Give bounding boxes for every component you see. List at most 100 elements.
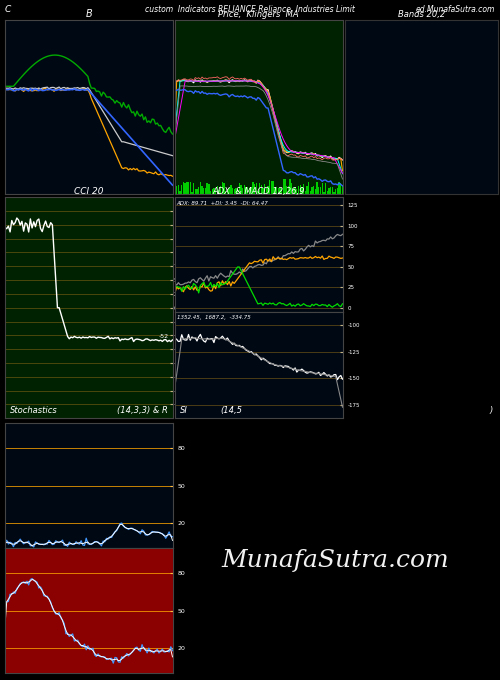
Text: MunafaSutra.com: MunafaSutra.com	[221, 549, 449, 573]
Bar	[240, 185, 242, 194]
Bar	[320, 187, 321, 194]
Bar	[325, 183, 326, 194]
Bar	[276, 187, 277, 194]
Bar	[291, 183, 292, 194]
Bar	[278, 188, 279, 194]
Bar	[244, 185, 245, 194]
Bar	[215, 190, 216, 194]
Bar	[235, 188, 236, 194]
Bar	[203, 188, 204, 194]
Bar	[294, 187, 296, 194]
Bar	[181, 186, 182, 194]
Bar	[284, 180, 286, 194]
Bar	[256, 184, 257, 194]
Bar	[313, 186, 314, 194]
Bar	[232, 188, 233, 194]
Bar	[186, 182, 188, 194]
Bar	[212, 190, 213, 194]
Bar	[336, 188, 338, 194]
Bar	[188, 182, 189, 194]
Bar	[306, 186, 308, 194]
Text: B: B	[86, 9, 92, 19]
Bar	[340, 182, 342, 194]
Bar	[300, 184, 301, 194]
Text: -52: -52	[159, 334, 169, 339]
Bar	[260, 185, 262, 194]
Text: ADX: 89.71  +DI: 3.45  -DI: 64.47: ADX: 89.71 +DI: 3.45 -DI: 64.47	[176, 201, 268, 205]
Bar	[303, 184, 304, 194]
Bar	[257, 191, 258, 194]
Bar	[218, 190, 220, 194]
Text: 1352.45,  1687.2,  -334.75: 1352.45, 1687.2, -334.75	[176, 316, 250, 320]
Bar	[184, 182, 186, 194]
Bar	[225, 191, 226, 194]
Bar	[213, 188, 214, 194]
Bar	[318, 187, 320, 194]
Bar	[262, 188, 264, 194]
Bar	[210, 190, 211, 194]
Bar	[242, 188, 244, 194]
Bar	[322, 183, 323, 194]
Bar	[220, 186, 222, 194]
Bar	[216, 186, 218, 194]
Bar	[288, 186, 289, 194]
Text: ): )	[489, 406, 492, 415]
Text: Bands 20,2: Bands 20,2	[398, 10, 445, 19]
Bar	[316, 182, 318, 194]
Text: ADX  & MACD 12,26,9: ADX & MACD 12,26,9	[212, 187, 305, 196]
Bar	[178, 185, 179, 194]
Bar	[281, 188, 282, 194]
Text: custom  Indicators RELIANCE Reliance  Industries Limit: custom Indicators RELIANCE Reliance Indu…	[145, 5, 355, 14]
Text: Stochastics: Stochastics	[10, 406, 58, 415]
Bar	[174, 187, 176, 194]
Bar	[279, 188, 280, 194]
Bar	[315, 188, 316, 194]
Bar	[274, 188, 276, 194]
Bar	[310, 190, 311, 194]
Bar	[183, 182, 184, 194]
Bar	[238, 183, 240, 194]
Bar	[272, 182, 274, 194]
Text: C: C	[5, 5, 11, 14]
Bar	[293, 188, 294, 194]
Bar	[308, 182, 310, 194]
Bar	[335, 189, 336, 194]
Bar	[298, 186, 299, 194]
Bar	[247, 186, 248, 194]
Bar	[259, 184, 260, 194]
Bar	[292, 369, 294, 370]
Bar	[269, 180, 270, 194]
Bar	[176, 186, 178, 194]
Bar	[326, 190, 328, 194]
Text: SI: SI	[180, 406, 188, 415]
Bar	[227, 190, 228, 194]
Bar	[194, 189, 196, 194]
Text: (14,5: (14,5	[220, 406, 242, 415]
Bar	[328, 188, 330, 194]
Bar	[323, 192, 324, 194]
Bar	[222, 182, 223, 194]
Bar	[228, 188, 230, 194]
Bar	[342, 186, 343, 194]
Bar	[234, 190, 235, 194]
Bar	[196, 189, 198, 194]
Bar	[274, 364, 276, 365]
Bar	[304, 191, 306, 194]
Text: Price,  Klingers  MA: Price, Klingers MA	[218, 10, 299, 19]
Bar	[237, 190, 238, 194]
Text: CCI 20: CCI 20	[74, 187, 104, 196]
Bar	[282, 179, 284, 194]
Bar	[206, 183, 208, 194]
Bar	[332, 187, 333, 194]
Bar	[301, 187, 302, 194]
Bar	[260, 358, 262, 360]
Bar	[254, 184, 255, 194]
Bar	[286, 186, 288, 194]
Bar	[296, 189, 298, 194]
Text: (14,3,3) & R: (14,3,3) & R	[116, 406, 168, 415]
Bar	[208, 184, 210, 194]
Bar	[330, 187, 332, 194]
Bar	[338, 182, 340, 194]
Bar	[269, 362, 270, 364]
Bar	[191, 192, 192, 194]
